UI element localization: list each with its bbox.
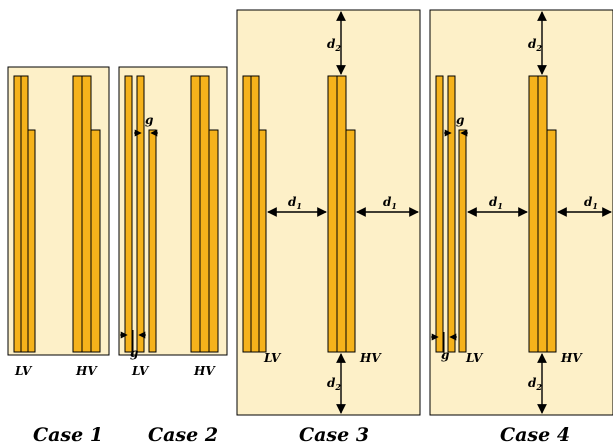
case-2-panel: g g LV HV Case 2 — [118, 66, 228, 446]
case-4-d2-top-label: d — [528, 37, 537, 51]
case-4-d1-right-dimension: d1 — [557, 195, 612, 217]
case-4-gap-bottom-label: g — [441, 348, 449, 362]
case-4-d2-bottom-label: d — [528, 376, 537, 390]
case-4-gap-bottom-dimension: g — [431, 332, 457, 362]
svg-text:d2: d2 — [528, 37, 542, 53]
svg-text:d1: d1 — [288, 195, 302, 211]
case-4-d1-left-dimension: d1 — [467, 195, 528, 217]
case-2-gap-top-dimension: g — [134, 113, 158, 150]
case-4-d1-left-label: d — [489, 195, 498, 209]
case-3-hv-winding — [327, 75, 356, 353]
case-4-panel: g g d2 d2 d1 d1 LV HV — [429, 9, 613, 446]
case-4-hv-winding — [528, 75, 557, 353]
case-3-d2-bottom-dimension: d2 — [327, 353, 346, 414]
case-3-title: Case 3 — [299, 424, 369, 446]
case-4-d1-left-sub: 1 — [497, 201, 503, 211]
case-3-d2-bottom-sub: 2 — [334, 382, 341, 392]
case-2-hv-winding — [190, 75, 219, 353]
case-4-d1-right-label: d — [584, 195, 593, 209]
case-3-panel: d2 d2 d1 d1 LV HV Case 3 — [236, 9, 421, 446]
case-2-hv-label: HV — [193, 364, 216, 378]
case-4-title: Case 4 — [500, 424, 570, 446]
case-3-d1-right-dimension: d1 — [356, 195, 419, 217]
case-3-d2-top-label: d — [327, 37, 336, 51]
case-3-hv-label: HV — [359, 351, 382, 365]
case-3-lv-winding — [242, 75, 267, 353]
case-4-gap-top-label: g — [456, 113, 464, 127]
case-4-d2-top-dimension: d2 — [528, 11, 547, 75]
case-3-d2-bottom-label: d — [327, 376, 336, 390]
case-1-hv-winding — [72, 75, 101, 353]
svg-text:d2: d2 — [327, 37, 341, 53]
case-1-lv-label: LV — [14, 364, 33, 378]
case-4-d2-bottom-sub: 2 — [535, 382, 542, 392]
svg-text:d1: d1 — [383, 195, 397, 211]
svg-text:d2: d2 — [528, 376, 542, 392]
case-1-title: Case 1 — [33, 424, 103, 446]
case-2-gap-bottom-label: g — [130, 346, 138, 360]
case-4-lv-label: LV — [465, 351, 484, 365]
case-3-lv-label: LV — [263, 351, 282, 365]
case-2-lv-label: LV — [131, 364, 150, 378]
case-2-gap-bottom-dimension: g — [120, 330, 146, 360]
svg-text:d1: d1 — [584, 195, 598, 211]
case-3-d1-left-sub: 1 — [296, 201, 302, 211]
case-4-hv-label: HV — [560, 351, 583, 365]
case-3-d1-right-sub: 1 — [391, 201, 397, 211]
svg-text:d1: d1 — [489, 195, 503, 211]
case-4-d2-top-sub: 2 — [535, 43, 542, 53]
case-2-gap-top-label: g — [145, 113, 153, 127]
case-3-d1-left-label: d — [288, 195, 297, 209]
case-3-d1-left-dimension: d1 — [267, 195, 327, 217]
case-2-title: Case 2 — [148, 424, 218, 446]
case-1-panel: LV HV Case 1 — [7, 66, 110, 446]
case-3-d2-top-dimension: d2 — [327, 11, 346, 75]
case-3-d1-right-label: d — [383, 195, 392, 209]
case-4-d2-bottom-dimension: d2 — [528, 353, 547, 414]
case-4-gap-top-dimension: g — [444, 113, 468, 150]
svg-text:d2: d2 — [327, 376, 341, 392]
case-1-hv-label: HV — [75, 364, 98, 378]
case-3-d2-top-sub: 2 — [334, 43, 341, 53]
case-1-lv-winding — [13, 75, 36, 353]
case-4-d1-right-sub: 1 — [592, 201, 598, 211]
